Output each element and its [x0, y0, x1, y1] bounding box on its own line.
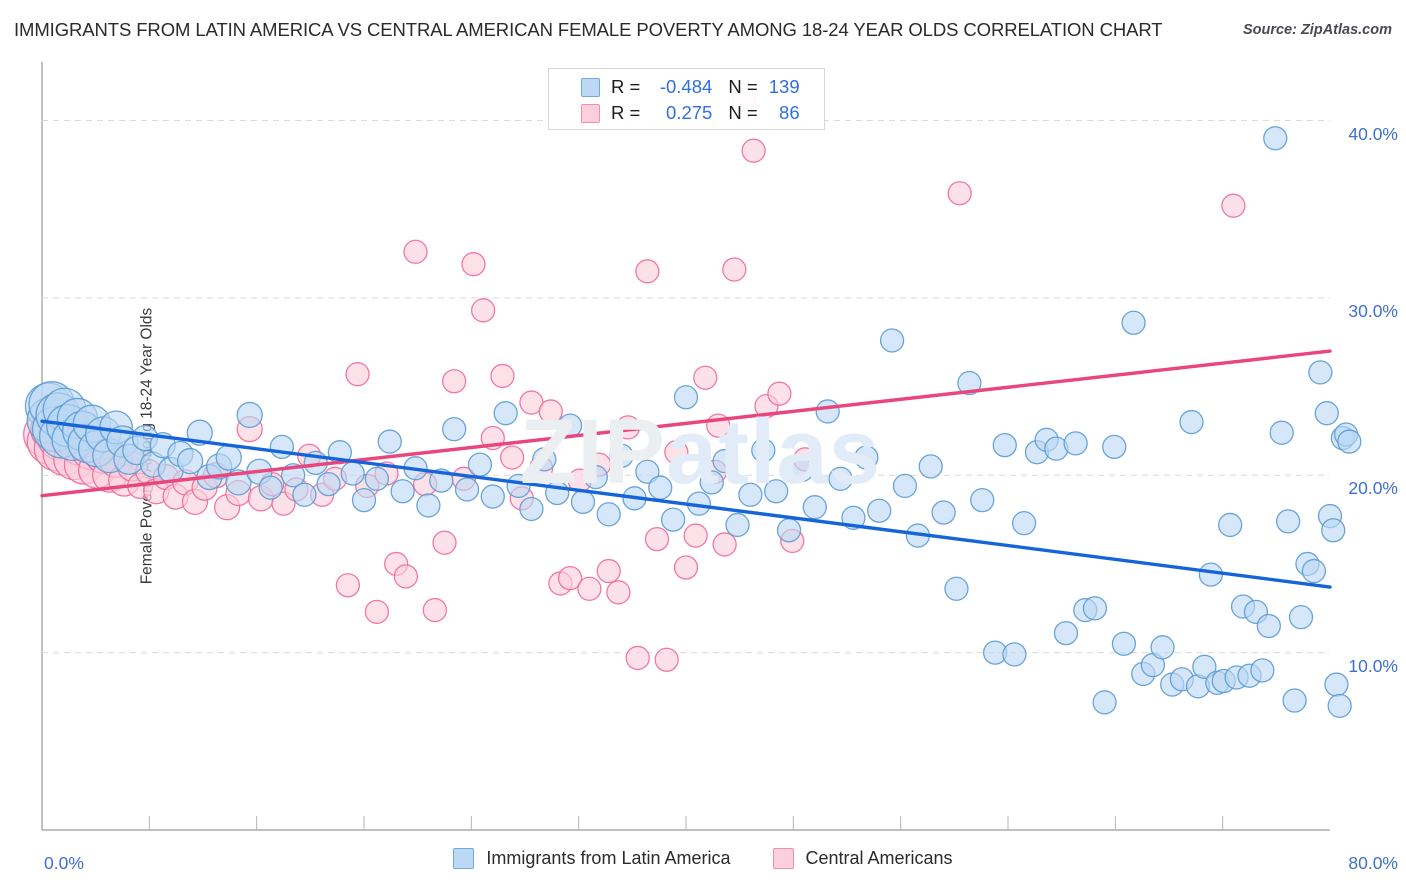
y-axis-tick-10: 10.0%: [1348, 655, 1398, 676]
page-title: IMMIGRANTS FROM LATIN AMERICA VS CENTRAL…: [14, 19, 1163, 40]
stats-row-blue: R = -0.484 N = 139: [549, 74, 824, 100]
pink-r-label: R =: [611, 102, 641, 123]
pink-r-value: 0.275: [666, 102, 713, 123]
blue-trendline: [40, 419, 1332, 589]
blue-n-value: 139: [768, 76, 800, 97]
legend-item-central-americans[interactable]: Central Americans: [772, 848, 953, 869]
x-axis-tick-max: 80.0%: [1348, 853, 1398, 873]
x-axis-tick-min: 0.0%: [44, 853, 84, 873]
pink-series-swatch-icon: [581, 103, 600, 123]
series-legend: Immigrants from Latin America Central Am…: [0, 848, 1406, 869]
blue-n-label: N =: [728, 76, 758, 97]
legend-blue-label: Immigrants from Latin America: [486, 848, 731, 868]
blue-r-value: -0.484: [659, 76, 713, 97]
stats-row-pink: R = 0.275 N = 86: [549, 100, 824, 126]
blue-series-swatch-icon: [581, 77, 600, 97]
legend-blue-swatch-icon: [453, 848, 475, 869]
pink-n-value: 86: [779, 102, 800, 123]
correlation-stats-box: R = -0.484 N = 139 R = 0.275 N = 86: [548, 68, 825, 130]
pink-points-group: [23, 87, 1246, 672]
pink-trendline: [40, 349, 1332, 498]
y-axis-tick-40: 40.0%: [1348, 123, 1398, 144]
legend-item-immigrants-latin-america[interactable]: Immigrants from Latin America: [453, 848, 731, 869]
y-axis-tick-20: 20.0%: [1348, 478, 1398, 499]
blue-r-label: R =: [611, 76, 641, 97]
scatter-plot: [23, 62, 1362, 831]
legend-pink-label: Central Americans: [805, 848, 953, 868]
plot-area: [23, 62, 1362, 831]
legend-pink-swatch-icon: [772, 848, 794, 869]
source-label: Source: ZipAtlas.com: [1242, 22, 1392, 38]
y-axis-tick-30: 30.0%: [1348, 300, 1398, 321]
pink-n-label: N =: [728, 102, 758, 123]
